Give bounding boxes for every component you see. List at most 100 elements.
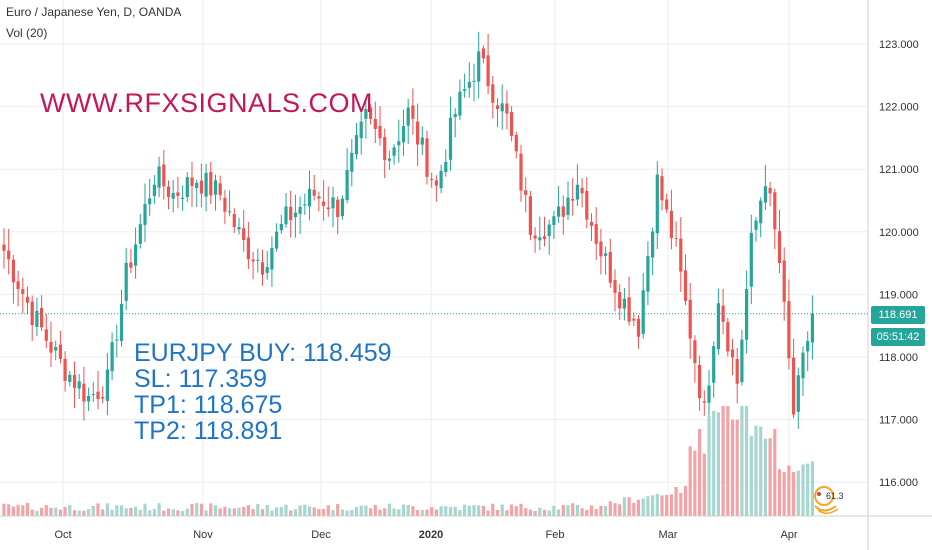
candle-body <box>463 89 467 91</box>
volume-bar <box>463 504 467 516</box>
volume-bar <box>580 508 584 516</box>
candle-body <box>547 224 551 237</box>
candle-body <box>298 206 302 214</box>
candle-body <box>533 235 537 239</box>
y-tick-label: 118.000 <box>879 352 918 364</box>
volume-bar <box>557 509 561 516</box>
candle-body <box>373 119 377 129</box>
candle-body <box>91 394 95 396</box>
y-tick-label: 117.000 <box>879 415 918 427</box>
candle-body <box>420 137 424 145</box>
volume-bar <box>223 506 227 516</box>
volume-bar <box>195 503 199 516</box>
volume-bar <box>735 419 739 516</box>
candle-body <box>505 103 509 114</box>
volume-bar <box>801 464 805 516</box>
volume-bar <box>176 510 180 516</box>
candle-body <box>49 341 53 353</box>
candle-body <box>599 241 603 257</box>
volume-bar <box>54 507 58 516</box>
volume-bar <box>796 470 800 516</box>
candle-body <box>232 213 236 228</box>
volume-bar <box>519 503 523 516</box>
volume-bar <box>472 505 476 516</box>
candle-body <box>251 259 255 262</box>
volume-bar <box>96 503 100 516</box>
candle-body <box>270 248 274 270</box>
volume-bar <box>63 506 67 516</box>
volume-bar <box>777 469 782 516</box>
candle-body <box>275 231 279 249</box>
candle-body <box>87 395 91 402</box>
candle-body <box>636 318 641 337</box>
signal-tp1-line: TP1: 118.675 <box>134 391 283 419</box>
candle-body <box>228 211 232 213</box>
candle-body <box>129 262 133 268</box>
volume-bar <box>30 509 34 516</box>
volume-bar <box>406 504 410 516</box>
candle-body <box>528 196 532 235</box>
candle-body <box>796 375 800 412</box>
volume-bar <box>359 505 363 516</box>
volume-bar <box>721 406 725 516</box>
candle-body <box>345 170 349 200</box>
candle-body <box>716 303 720 350</box>
volume-bar <box>58 509 62 516</box>
volume-bar <box>510 504 514 516</box>
candle-body <box>655 174 659 234</box>
candle-body <box>641 290 645 334</box>
volume-bar <box>181 510 185 516</box>
volume-bars <box>2 406 814 516</box>
volume-bar <box>533 510 537 516</box>
candle-body <box>21 289 25 294</box>
candle-body <box>181 197 185 200</box>
candle-body <box>416 121 420 145</box>
volume-bar <box>698 428 702 516</box>
candle-body <box>651 231 655 258</box>
volume-indicator-label[interactable]: Vol (20) <box>6 26 48 40</box>
volume-bar <box>293 509 297 516</box>
volume-bar <box>369 508 373 516</box>
y-tick-label: 116.000 <box>879 477 918 489</box>
volume-bar <box>542 509 547 516</box>
volume-bar <box>651 495 655 516</box>
volume-bar <box>16 504 20 516</box>
candle-body <box>444 161 448 172</box>
x-tick-label: Nov <box>193 529 213 541</box>
svg-text:61.3: 61.3 <box>826 491 844 501</box>
x-tick-label: Oct <box>54 529 71 541</box>
volume-bar <box>622 497 626 516</box>
volume-bar <box>627 497 631 516</box>
candle-body <box>72 375 77 388</box>
volume-bar <box>157 503 161 516</box>
candle-body <box>481 48 485 59</box>
candle-body <box>213 180 218 195</box>
candle-body <box>119 303 124 341</box>
volume-bar <box>491 503 495 516</box>
volume-bar <box>679 492 683 516</box>
volume-bar <box>35 510 39 516</box>
candle-body <box>383 137 387 161</box>
volume-bar <box>740 406 744 516</box>
volume-bar <box>486 510 490 516</box>
volume-bar <box>702 453 706 516</box>
website-watermark: WWW.RFXSIGNALS.COM <box>40 88 373 118</box>
volume-bar <box>350 510 354 516</box>
volume-bar <box>82 510 86 516</box>
candle-body <box>63 358 67 381</box>
candle-body <box>354 135 359 155</box>
candle-body <box>260 262 265 275</box>
candle-body <box>143 204 147 225</box>
volume-bar <box>397 509 401 516</box>
candle-body <box>378 126 382 139</box>
volume-bar <box>152 509 156 516</box>
volume-bar <box>256 504 260 516</box>
volume-bar <box>401 504 406 516</box>
candle-body <box>265 267 269 273</box>
signal-buy-line: EURJPY BUY: 118.459 <box>134 339 392 367</box>
candle-body <box>401 126 406 143</box>
volume-bar <box>425 509 429 516</box>
candle-body <box>157 166 161 188</box>
